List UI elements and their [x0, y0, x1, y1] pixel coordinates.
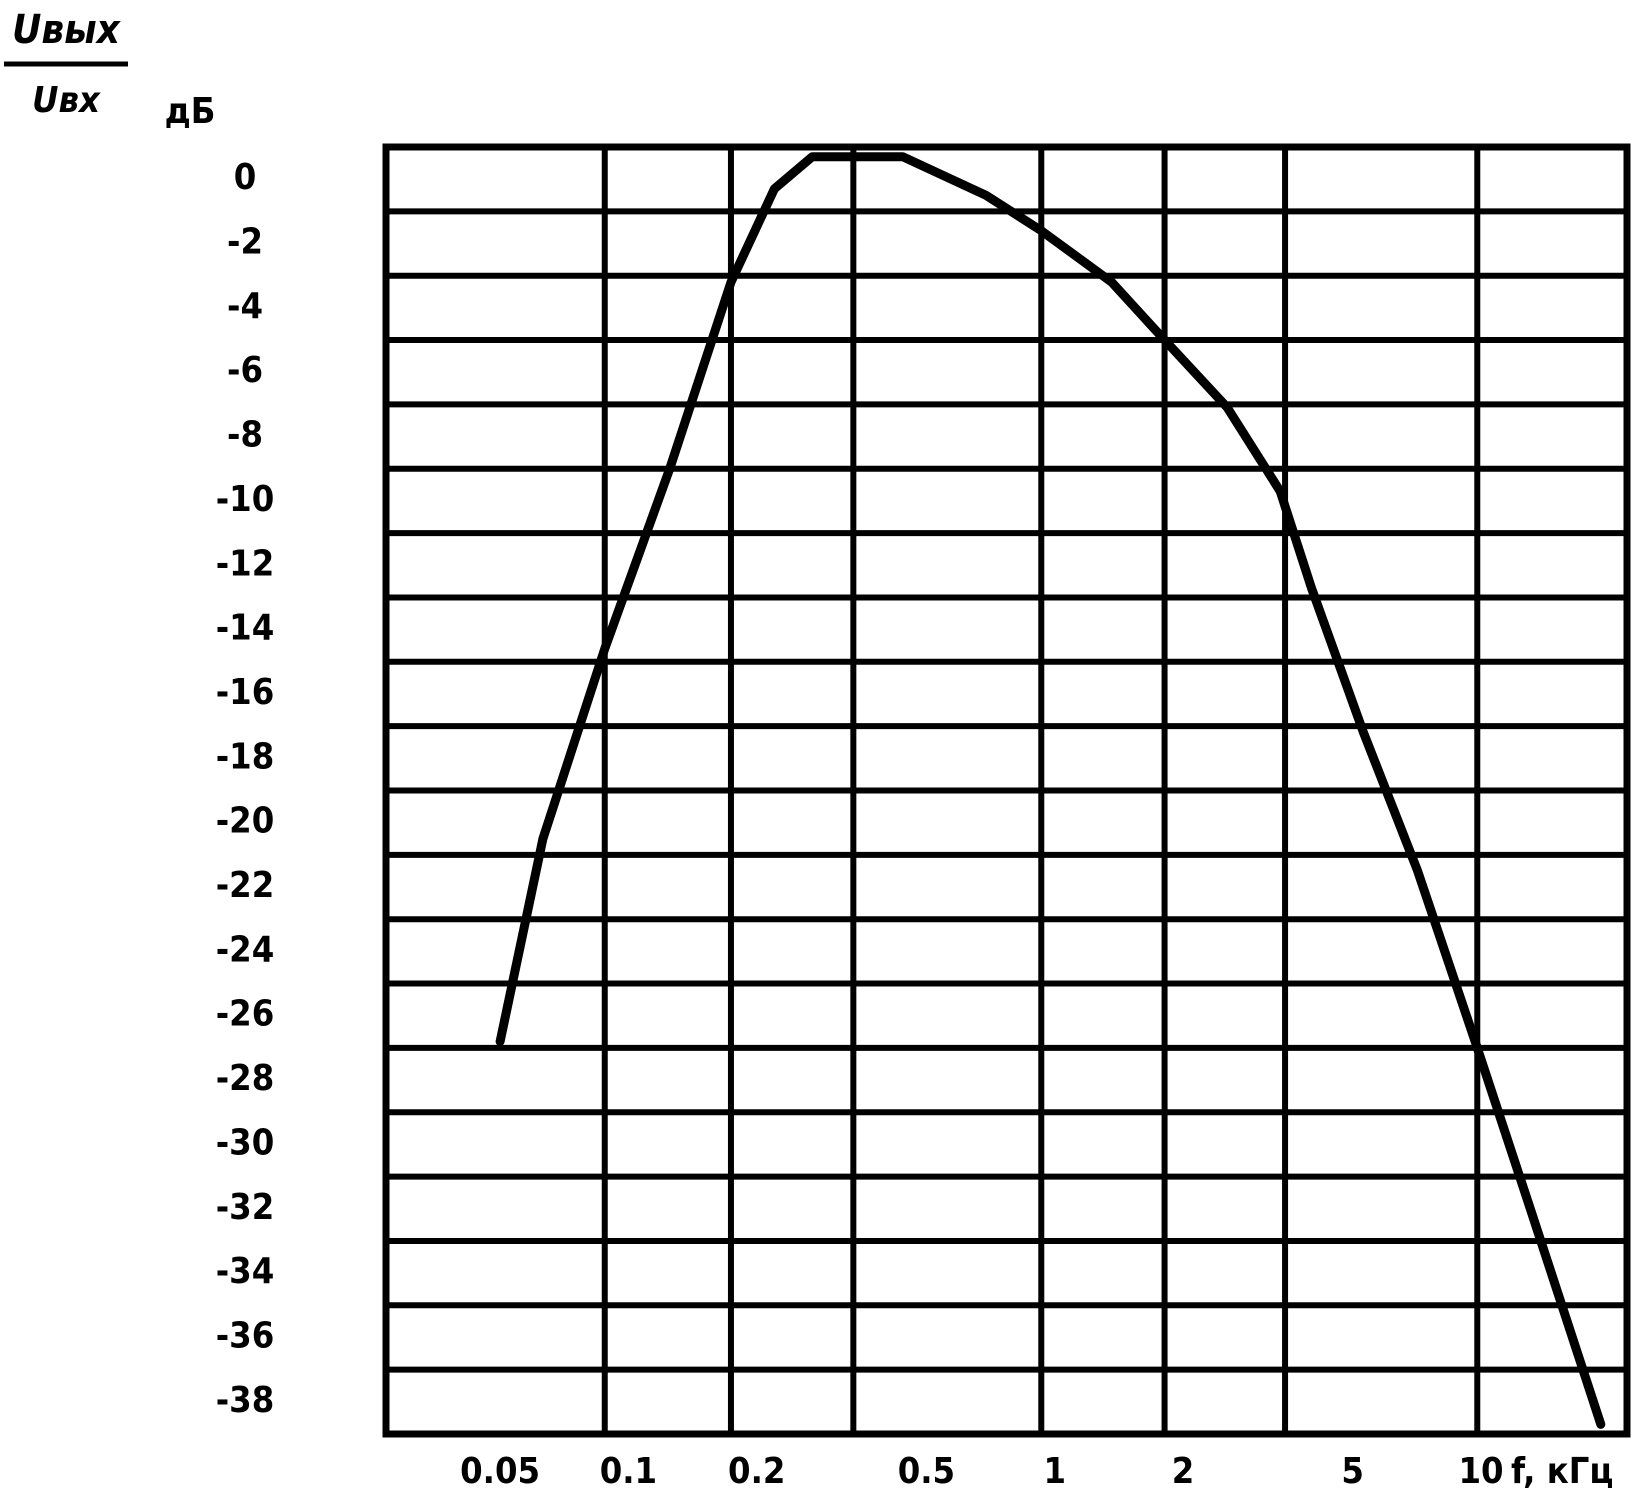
x-tick-label: 0.2 — [728, 1451, 785, 1492]
y-tick-label: -12 — [216, 543, 275, 584]
y-tick-label: 0 — [234, 157, 257, 198]
x-tick-label: 0.5 — [898, 1451, 955, 1492]
y-tick-label: -22 — [216, 865, 275, 906]
plot-frame — [382, 143, 1631, 1438]
x-tick-label: 10 — [1458, 1451, 1503, 1492]
x-tick-label: 2 — [1172, 1451, 1195, 1492]
y-tick-label: -28 — [216, 1058, 275, 1099]
y-tick-label: -34 — [216, 1251, 275, 1292]
y-tick-label: -4 — [227, 286, 263, 327]
x-tick-label: 0.05 — [460, 1451, 540, 1492]
x-tick-label: 0.1 — [600, 1451, 657, 1492]
x-label: f, кГц — [1511, 1451, 1613, 1492]
y-tick-label: -10 — [216, 479, 275, 520]
y-label-numerator: Uвых — [12, 7, 122, 53]
y-unit: дБ — [165, 91, 216, 132]
y-tick-label: -30 — [216, 1122, 275, 1163]
x-tick-label: 5 — [1341, 1451, 1364, 1492]
y-tick-label: -24 — [216, 929, 275, 970]
y-tick-label: -2 — [227, 222, 263, 263]
y-tick-label: -18 — [216, 736, 275, 777]
y-tick-label: -8 — [227, 415, 263, 456]
y-tick-label: -38 — [216, 1380, 275, 1421]
y-tick-label: -16 — [216, 672, 275, 713]
y-tick-label: -20 — [216, 801, 275, 842]
x-tick-label: 1 — [1043, 1451, 1066, 1492]
y-tick-label: -36 — [216, 1315, 275, 1356]
y-label-denominator: Uвх — [32, 80, 101, 121]
y-tick-label: -32 — [216, 1187, 275, 1228]
y-tick-label: -6 — [227, 350, 263, 391]
response-curve — [495, 152, 1606, 1429]
y-tick-label: -14 — [216, 608, 275, 649]
y-tick-label: -26 — [216, 994, 275, 1035]
